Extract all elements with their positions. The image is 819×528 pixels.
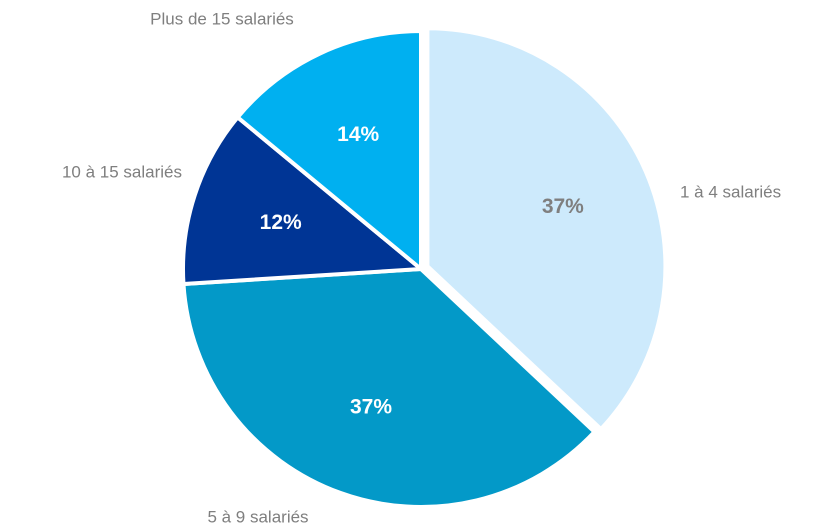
category-label: 5 à 9 salariés: [207, 507, 308, 526]
pie-slice: [425, 26, 668, 432]
category-label: 1 à 4 salariés: [680, 182, 781, 201]
pie-slice: [181, 114, 427, 287]
value-label: 37%: [542, 195, 584, 218]
category-label: 10 à 15 salariés: [62, 162, 182, 181]
pie-slice: [234, 28, 423, 274]
value-label: 14%: [337, 123, 379, 146]
value-label: 12%: [260, 211, 302, 234]
pie-slice: [181, 266, 598, 509]
value-label: 37%: [350, 395, 392, 418]
category-label: Plus de 15 salariés: [150, 9, 294, 28]
